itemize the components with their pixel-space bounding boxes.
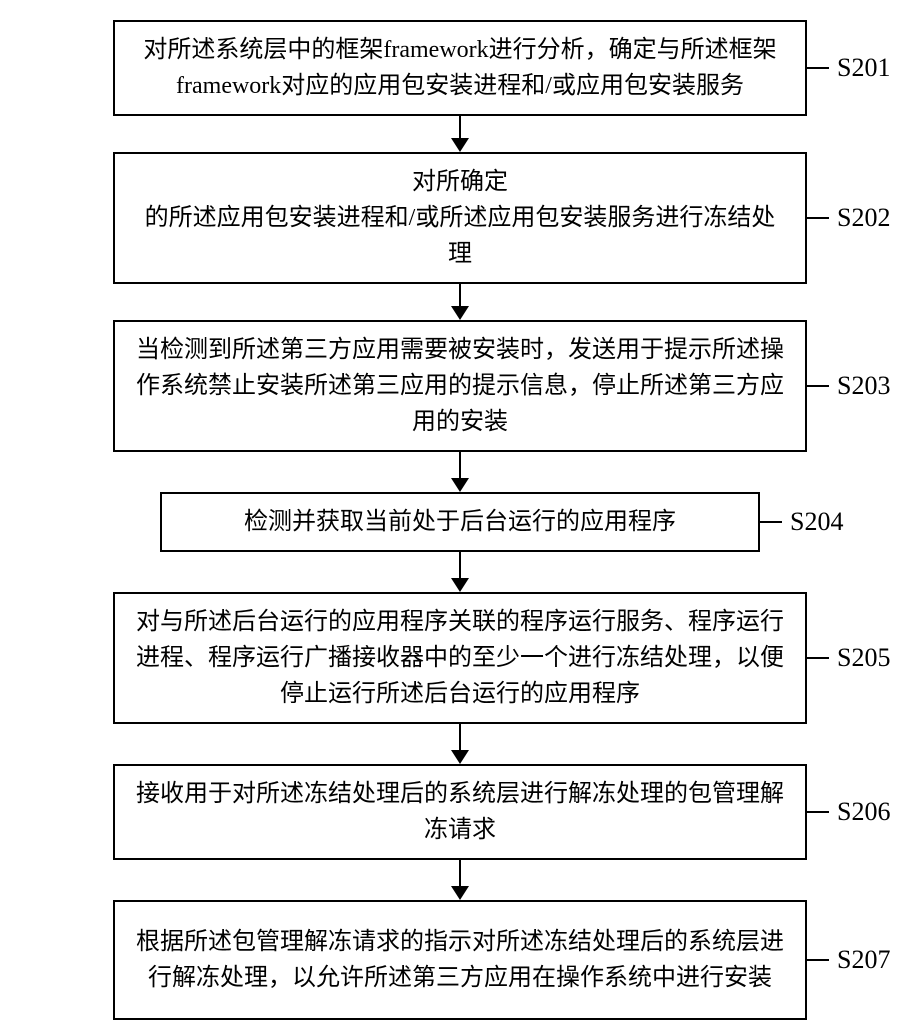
flow-step-box: 当检测到所述第三方应用需要被安装时，发送用于提示所述操作系统禁止安装所述第三应用… <box>113 320 807 452</box>
flow-step-text: 检测并获取当前处于后台运行的应用程序 <box>244 504 676 540</box>
flow-arrow <box>451 860 469 900</box>
flow-step-text: 对所述系统层中的框架framework进行分析，确定与所述框架framework… <box>129 32 791 104</box>
flow-step-label: S202 <box>837 203 890 233</box>
arrow-line <box>459 552 461 578</box>
flow-step-box: 对与所述后台运行的应用程序关联的程序运行服务、程序运行进程、程序运行广播接收器中… <box>113 592 807 724</box>
flow-step-text: 当检测到所述第三方应用需要被安装时，发送用于提示所述操作系统禁止安装所述第三应用… <box>129 332 791 440</box>
flow-step-text: 对与所述后台运行的应用程序关联的程序运行服务、程序运行进程、程序运行广播接收器中… <box>129 604 791 712</box>
flow-step-text: 接收用于对所述冻结处理后的系统层进行解冻处理的包管理解冻请求 <box>129 776 791 848</box>
flow-arrow <box>451 116 469 152</box>
flow-step-text: 根据所述包管理解冻请求的指示对所述冻结处理后的系统层进行解冻处理，以允许所述第三… <box>129 924 791 996</box>
arrow-line <box>459 724 461 750</box>
flow-step-label: S203 <box>837 371 890 401</box>
label-connector-tick <box>807 657 829 659</box>
arrow-line <box>459 284 461 306</box>
flow-step-box: 对所确定的所述应用包安装进程和/或所述应用包安装服务进行冻结处理 <box>113 152 807 284</box>
flow-arrow <box>451 452 469 492</box>
flow-step-label: S207 <box>837 945 890 975</box>
arrow-line <box>459 452 461 478</box>
arrow-line <box>459 860 461 886</box>
label-connector-tick <box>807 67 829 69</box>
flow-step-row: 检测并获取当前处于后台运行的应用程序 S204 <box>0 492 920 552</box>
flow-step-text: 对所确定的所述应用包安装进程和/或所述应用包安装服务进行冻结处理 <box>145 164 776 272</box>
flow-arrow <box>451 552 469 592</box>
arrow-line <box>459 116 461 138</box>
label-connector-tick <box>807 811 829 813</box>
label-connector-tick <box>807 959 829 961</box>
flow-step-box: 接收用于对所述冻结处理后的系统层进行解冻处理的包管理解冻请求 <box>113 764 807 860</box>
arrow-head-icon <box>451 578 469 592</box>
flow-step-row: 对所述系统层中的框架framework进行分析，确定与所述框架framework… <box>0 20 920 116</box>
flow-step-box: 根据所述包管理解冻请求的指示对所述冻结处理后的系统层进行解冻处理，以允许所述第三… <box>113 900 807 1020</box>
label-connector-tick <box>760 521 782 523</box>
arrow-head-icon <box>451 478 469 492</box>
flow-step-row: 当检测到所述第三方应用需要被安装时，发送用于提示所述操作系统禁止安装所述第三应用… <box>0 320 920 452</box>
arrow-head-icon <box>451 750 469 764</box>
flow-step-label: S206 <box>837 797 890 827</box>
arrow-head-icon <box>451 886 469 900</box>
flow-step-box: 检测并获取当前处于后台运行的应用程序 <box>160 492 760 552</box>
flow-step-label: S204 <box>790 507 843 537</box>
label-connector-tick <box>807 217 829 219</box>
arrow-head-icon <box>451 306 469 320</box>
flow-step-row: 根据所述包管理解冻请求的指示对所述冻结处理后的系统层进行解冻处理，以允许所述第三… <box>0 900 920 1020</box>
flow-step-row: 对与所述后台运行的应用程序关联的程序运行服务、程序运行进程、程序运行广播接收器中… <box>0 592 920 724</box>
flow-arrow <box>451 724 469 764</box>
flowchart-container: 对所述系统层中的框架framework进行分析，确定与所述框架framework… <box>0 20 920 1020</box>
flow-step-row: 接收用于对所述冻结处理后的系统层进行解冻处理的包管理解冻请求 S206 <box>0 764 920 860</box>
flow-step-label: S201 <box>837 53 890 83</box>
flow-arrow <box>451 284 469 320</box>
arrow-head-icon <box>451 138 469 152</box>
flow-step-box: 对所述系统层中的框架framework进行分析，确定与所述框架framework… <box>113 20 807 116</box>
flow-step-label: S205 <box>837 643 890 673</box>
label-connector-tick <box>807 385 829 387</box>
flow-step-row: 对所确定的所述应用包安装进程和/或所述应用包安装服务进行冻结处理 S202 <box>0 152 920 284</box>
